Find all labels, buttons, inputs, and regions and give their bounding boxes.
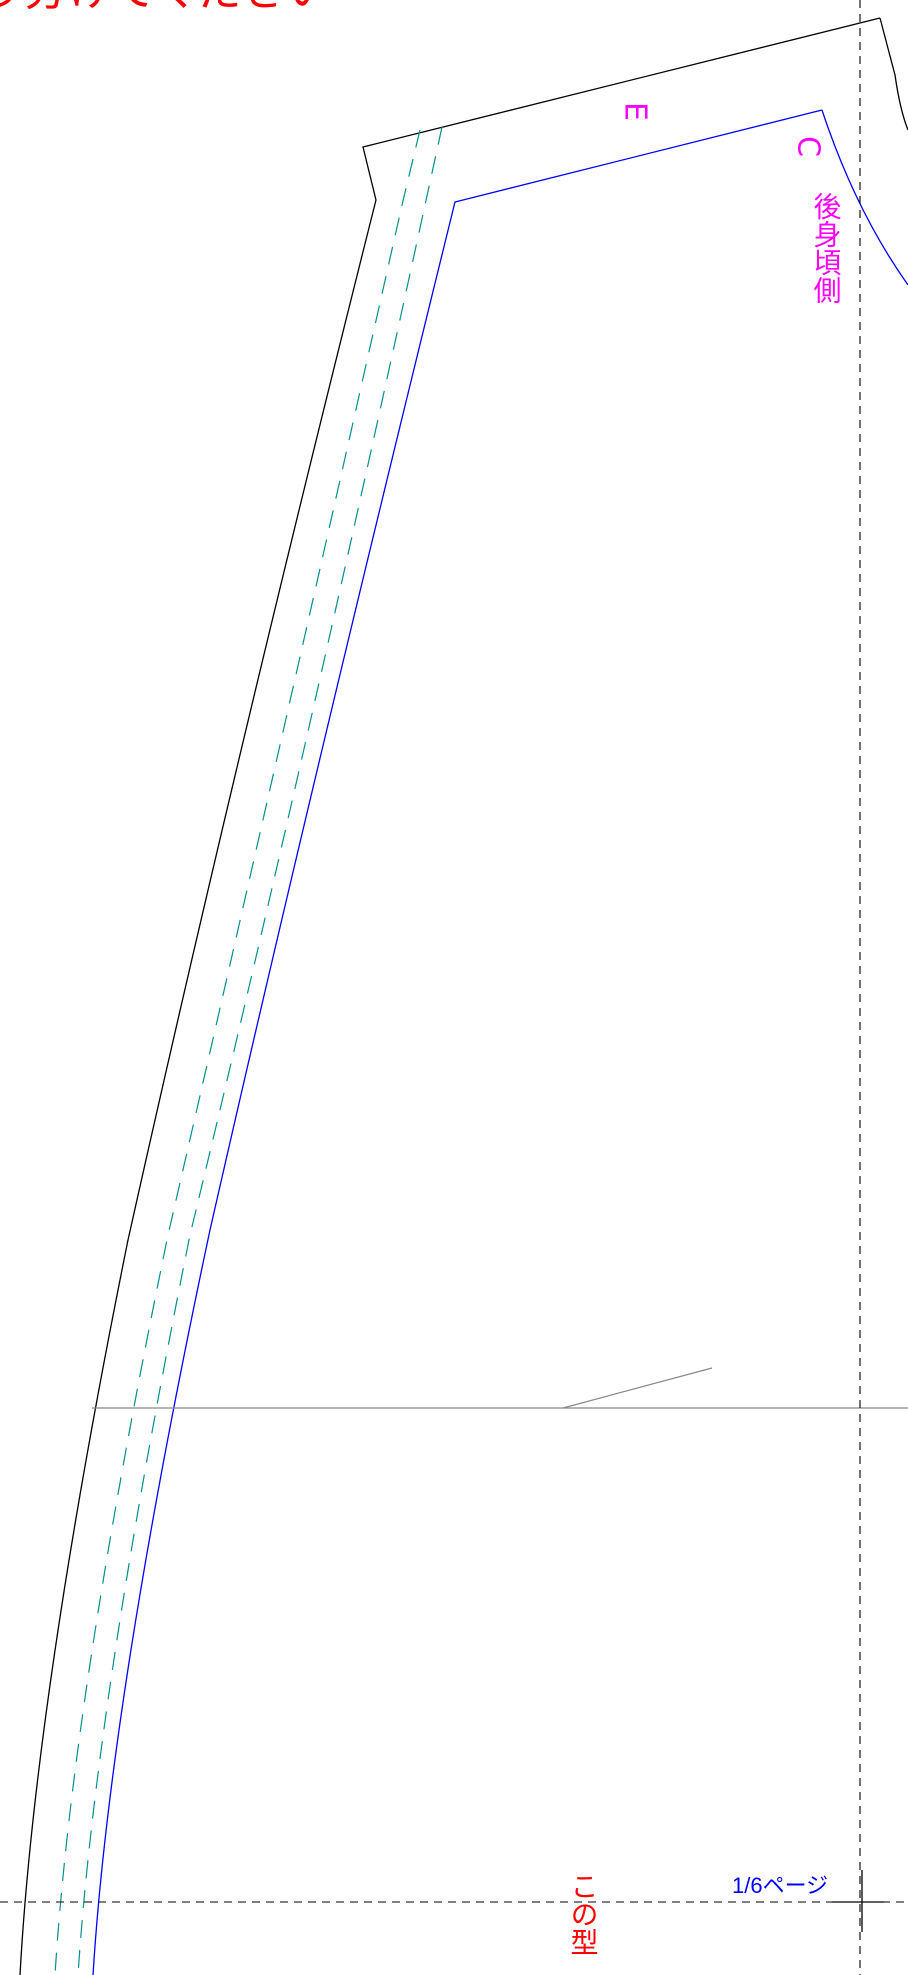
stitch-line-outer (54, 129, 421, 1975)
point-e-label: E (618, 102, 653, 121)
notch-line (562, 1367, 713, 1409)
back-neck-side-label: 後身頃側 (810, 192, 843, 304)
bottom-instruction-label: この型 (567, 1872, 600, 1956)
outer-cut-line-right-end (879, 17, 908, 131)
stitch-line-inner (77, 126, 443, 1975)
outer-cut-line (19, 17, 881, 1975)
seam-line (92, 109, 823, 1975)
point-c-label: C (791, 136, 826, 157)
top-cutoff-instruction: り分けてください (0, 0, 331, 16)
page-number: 1/6ページ (732, 1873, 828, 1898)
